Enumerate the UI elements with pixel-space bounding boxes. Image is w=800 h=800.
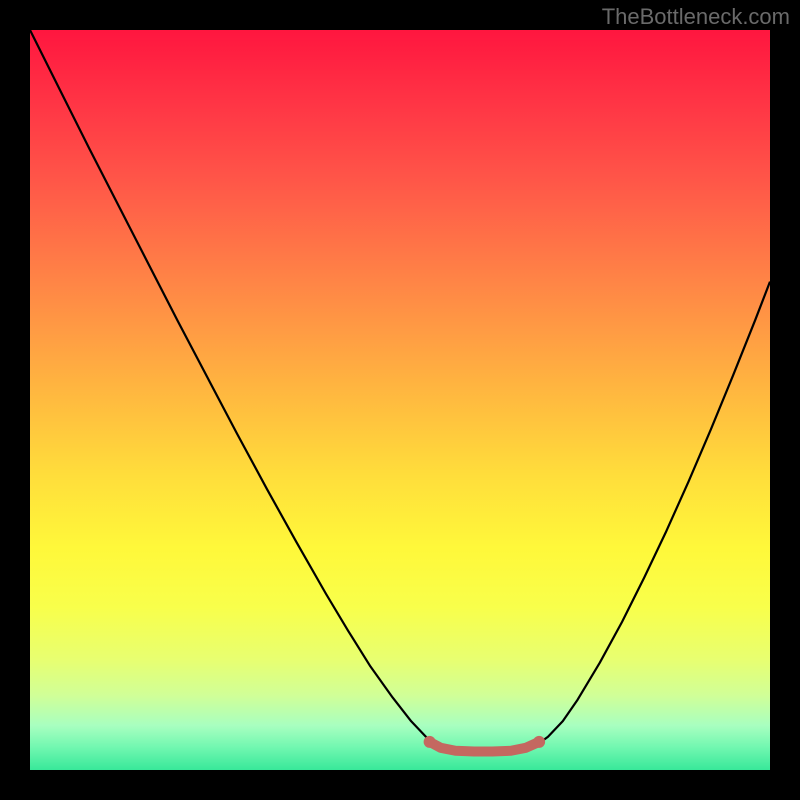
watermark-label: TheBottleneck.com: [602, 4, 790, 30]
bottleneck-chart: TheBottleneck.com: [0, 0, 800, 800]
marker-right-dot: [533, 736, 545, 748]
marker-left-dot: [424, 736, 436, 748]
chart-svg: [0, 0, 800, 800]
plot-background: [30, 30, 770, 770]
